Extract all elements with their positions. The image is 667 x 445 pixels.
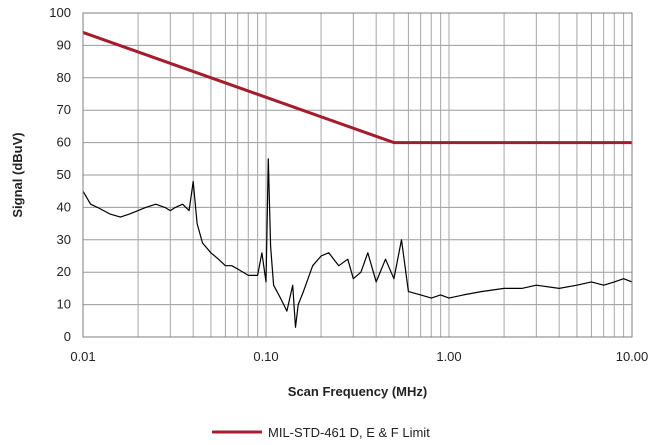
y-tick-label: 100	[49, 5, 71, 20]
y-tick-label: 60	[57, 135, 71, 150]
y-tick-label: 0	[64, 329, 71, 344]
y-tick-label: 70	[57, 102, 71, 117]
series-limit-line	[82, 30, 632, 145]
series-measured-signal	[82, 158, 633, 328]
x-tick-labels: 0.01 0.10 1.00 10.00	[70, 349, 648, 364]
x-tick-label: 0.01	[70, 349, 95, 364]
plot-area-border	[82, 12, 633, 338]
y-tick-label: 50	[57, 167, 71, 182]
y-axis-title: Signal (dBuV)	[10, 132, 25, 217]
y-tick-label: 20	[57, 264, 71, 279]
x-tick-label: 1.00	[436, 349, 461, 364]
x-axis-title: Scan Frequency (MHz)	[288, 384, 427, 399]
legend-label-limit: MIL-STD-461 D, E & F Limit	[268, 425, 430, 440]
y-tick-label: 30	[57, 232, 71, 247]
y-tick-label: 90	[57, 37, 71, 52]
y-tick-labels: 0 10 20 30 40 50 60 70 80 90 100	[49, 5, 71, 344]
series-layer	[82, 30, 633, 328]
y-tick-label: 40	[57, 199, 71, 214]
y-tick-label: 10	[57, 297, 71, 312]
x-tick-label: 0.10	[253, 349, 278, 364]
x-tick-label: 10.00	[616, 349, 649, 364]
legend: MIL-STD-461 D, E & F Limit	[212, 425, 430, 440]
y-tick-label: 80	[57, 70, 71, 85]
